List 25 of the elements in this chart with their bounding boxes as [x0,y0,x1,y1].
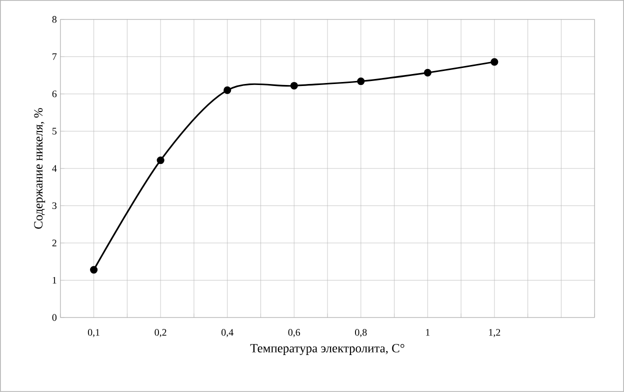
x-tick-label: 1 [426,329,430,336]
y-tick-label: 8 [52,16,57,23]
point [490,58,498,66]
x-tick-label: 0,8 [355,329,367,338]
point [224,86,232,94]
x-axis-title: Температура электролита, C° [250,344,404,356]
y-tick-label: 7 [52,53,57,60]
y-tick-label: 4 [52,165,57,172]
x-tick-label: 0,4 [221,329,234,338]
y-tick-label: 2 [52,240,56,246]
y-tick-label: 1 [52,276,56,284]
y-tick-label: 3 [52,202,57,210]
x-tick-label: 0,6 [288,329,300,338]
point [90,266,98,274]
y-tick-label: 0 [52,314,57,321]
point [156,156,164,164]
point [424,68,432,77]
y-tick-label: 5 [52,128,57,135]
point [290,82,298,90]
x-tick-label: 0,1 [88,329,100,338]
x-tick-label: 0,2 [154,329,166,338]
point [357,77,365,86]
y-tick-label: 6 [52,90,57,98]
y-axis-title: Содержание никеля, % [34,108,46,229]
x-tick-label: 1,2 [489,329,500,338]
